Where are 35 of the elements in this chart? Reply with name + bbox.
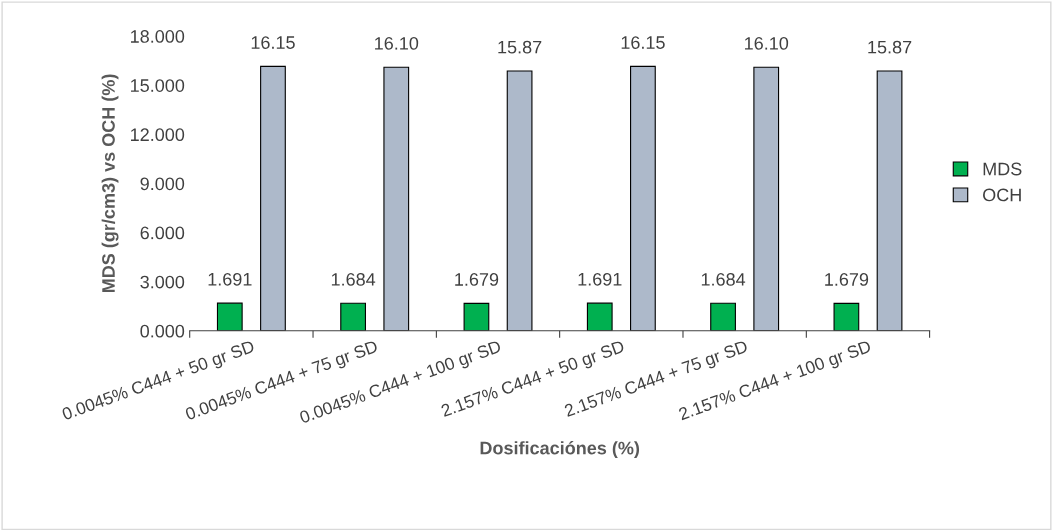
bar xyxy=(710,302,736,331)
y-tick-label: 0.000 xyxy=(140,324,185,338)
y-tick-label: 18.000 xyxy=(131,30,185,43)
bar xyxy=(463,302,490,331)
bar xyxy=(340,302,367,331)
legend-label: MDS xyxy=(983,162,1022,176)
data-label: 1.684 xyxy=(701,273,746,286)
data-label: 16.10 xyxy=(745,36,789,50)
data-label: 16.15 xyxy=(621,36,665,49)
bar xyxy=(833,302,860,331)
data-label: 1.679 xyxy=(455,273,499,286)
bar xyxy=(753,66,780,331)
y-tick-label: 6.000 xyxy=(140,226,185,240)
data-label: 1.691 xyxy=(578,272,622,286)
bar xyxy=(630,65,656,331)
y-tick-label: 15.000 xyxy=(131,79,185,92)
data-label: 16.10 xyxy=(375,36,419,50)
y-tick-label: 3.000 xyxy=(140,275,185,289)
data-label: 1.691 xyxy=(208,272,252,286)
bar xyxy=(216,302,243,331)
y-tick-label: 12.000 xyxy=(131,128,185,142)
bar xyxy=(383,66,410,331)
data-label: 15.87 xyxy=(498,40,542,54)
x-axis-title: Dosificaciónes (%) xyxy=(480,441,640,459)
y-tick-label: 9.000 xyxy=(140,177,185,191)
bar xyxy=(876,70,903,331)
data-label: 1.684 xyxy=(331,273,376,286)
legend-label: OCH xyxy=(983,188,1021,202)
data-label: 16.15 xyxy=(251,36,295,49)
bar xyxy=(586,302,613,331)
bar xyxy=(506,70,533,331)
y-axis-title: MDS (gr/cm3) vs OCH (%) xyxy=(101,74,119,293)
data-label: 1.679 xyxy=(825,273,869,286)
data-label: 15.87 xyxy=(868,40,912,54)
bar xyxy=(260,65,286,331)
